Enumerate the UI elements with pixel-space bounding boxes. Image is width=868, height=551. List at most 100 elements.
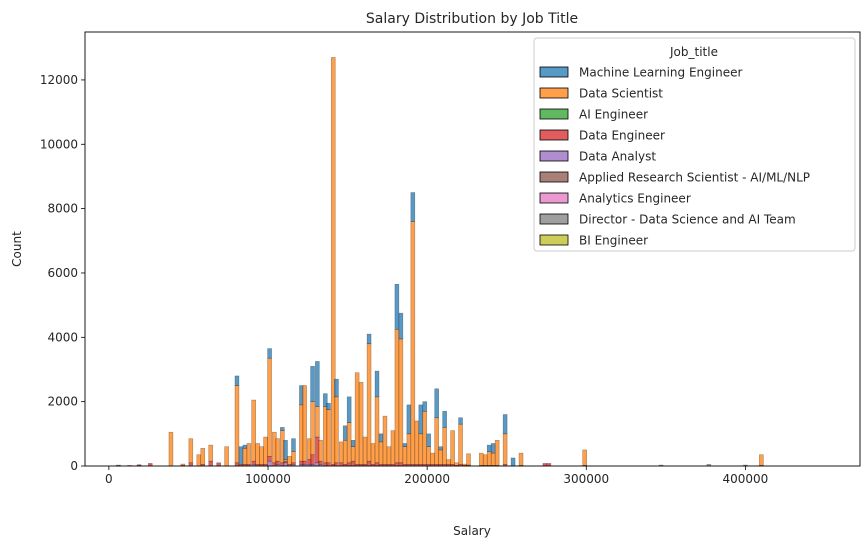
bar-data-engineer [318,460,323,465]
bar-machine-learning-engineer [426,433,432,447]
bar-machine-learning-engineer [342,425,348,441]
bar-data-scientist [302,385,307,462]
bar-machine-learning-engineer [442,411,447,428]
bar-data-scientist [330,57,336,465]
legend-label-analytics-engineer: Analytics Engineer [579,192,691,206]
bar-machine-learning-engineer [410,192,416,222]
bar-data-scientist [362,436,368,465]
bar-data-engineer [350,460,356,467]
x-tick-label: 200000 [404,472,450,486]
bar-data-scientist [224,446,229,467]
bar-data-scientist [502,433,508,465]
bar-data-scientist [366,343,372,462]
bar-machine-learning-engineer [374,370,380,398]
legend-swatch-data-engineer [539,129,569,141]
bar-machine-learning-engineer [406,404,412,435]
x-tick-label: 0 [105,472,113,486]
x-axis-label: Salary [453,524,491,538]
bar-machine-learning-engineer [366,333,372,345]
bar-machine-learning-engineer [490,443,496,454]
x-tick-label: 400000 [723,472,769,486]
bar-data-scientist [287,456,292,465]
bar-machine-learning-engineer [267,348,272,359]
legend-label-data-engineer: Data Engineer [579,129,665,143]
legend-label-ai-engineer: AI Engineer [579,108,648,122]
bar-machine-learning-engineer [323,393,328,407]
bar-machine-learning-engineer [350,439,356,447]
legend-swatch-data-analyst [539,150,569,162]
histogram-bars [116,57,764,467]
bar-data-scientist [310,401,315,456]
bar-machine-learning-engineer [238,446,244,465]
bar-data-scientist [406,433,412,465]
bar-machine-learning-engineer [242,444,248,449]
bar-data-engineer [374,462,380,467]
bar-data-scientist [434,417,439,465]
bar-machine-learning-engineer [438,446,443,451]
bar-data-scientist [378,441,384,465]
x-tick-label: 100000 [245,472,291,486]
bar-data-engineer [338,462,344,467]
bar-data-scientist [478,452,484,466]
bar-data-scientist [482,454,488,466]
legend-swatch-applied-research-scientist-ai-ml-nlp [539,171,569,183]
bar-machine-learning-engineer [402,443,408,447]
bar-data-scientist [446,459,451,465]
bar-data-scientist [438,449,443,465]
legend-frame [533,37,856,252]
bar-data-scientist [426,446,432,465]
bar-data-scientist [759,454,764,466]
bar-data-scientist [208,444,214,462]
bar-data-engineer [275,460,280,465]
bar-data-scientist [200,448,206,465]
bar-machine-learning-engineer [310,365,315,402]
bar-data-engineer [208,460,214,467]
bar-data-engineer [251,460,256,465]
bar-data-scientist [386,446,392,465]
x-axis-ticks: 0 100000 200000 300000 400000 [105,466,768,486]
legend-swatch-director-data-science-and-ai-team [539,213,569,225]
bar-data-scientist [422,411,428,465]
bar-data-analyst [267,460,272,467]
bar-machine-learning-engineer [378,433,384,443]
bar-machine-learning-engineer [418,404,424,435]
bar-machine-learning-engineer [326,402,331,410]
bar-data-scientist [234,385,240,464]
bar-data-scientist [263,436,268,465]
bar-data-scientist [251,399,256,462]
bar-machine-learning-engineer [315,361,320,407]
bar-data-scientist [342,439,348,465]
legend-label-bi-engineer: BI Engineer [579,234,648,248]
bar-data-engineer [334,462,339,467]
legend: Job_title Machine Learning Engineer Data … [533,37,856,252]
bar-data-scientist [196,454,202,467]
legend-swatch-ai-engineer [539,108,569,120]
legend-label-applied-research-scientist-ai-ml-nlp: Applied Research Scientist - AI/ML/NLP [579,171,810,185]
bar-machine-learning-engineer [234,375,240,386]
bar-data-scientist [315,406,320,438]
bar-data-scientist [346,422,352,464]
chart-title: Salary Distribution by Job Title [366,11,578,27]
bar-data-scientist [358,382,364,465]
bar-data-scientist [402,446,408,465]
bar-data-scientist [418,433,424,465]
bar-machine-learning-engineer [394,283,400,330]
y-axis-ticks: 0 2000 4000 6000 8000 10000 12000 [40,73,85,473]
legend-swatch-bi-engineer [539,234,569,246]
bar-data-engineer [326,462,331,467]
legend-label-data-analyst: Data Analyst [579,150,656,164]
bar-machine-learning-engineer [486,444,492,452]
bar-data-scientist [168,431,174,467]
y-axis-label: Count [10,231,24,267]
bar-machine-learning-engineer [458,417,463,425]
bar-data-analyst [283,462,288,467]
y-tick-label: 0 [70,459,78,473]
bar-data-scientist [394,328,400,464]
bar-data-scientist [490,452,496,466]
bar-data-engineer [216,462,221,467]
bar-data-scientist [334,396,339,464]
bar-machine-learning-engineer [346,396,352,423]
bar-data-scientist [275,438,280,462]
bar-machine-learning-engineer [291,438,296,452]
bar-data-engineer [310,454,315,465]
